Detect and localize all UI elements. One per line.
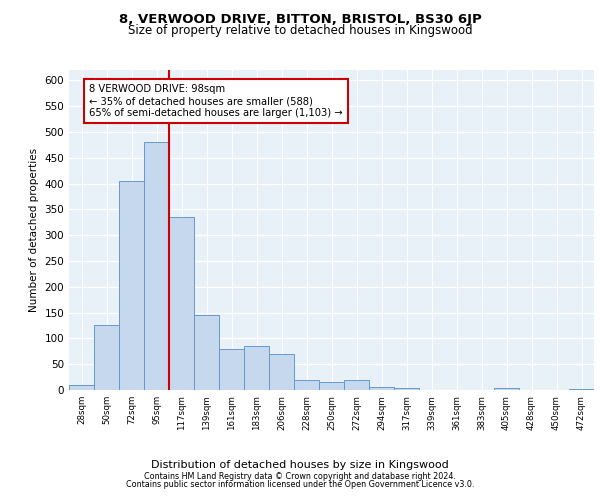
Bar [269, 354, 294, 390]
Bar [94, 326, 119, 390]
Bar [244, 346, 269, 390]
Text: 8, VERWOOD DRIVE, BITTON, BRISTOL, BS30 6JP: 8, VERWOOD DRIVE, BITTON, BRISTOL, BS30 … [119, 12, 481, 26]
Bar [294, 380, 319, 390]
Bar [144, 142, 169, 390]
Text: Size of property relative to detached houses in Kingswood: Size of property relative to detached ho… [128, 24, 472, 37]
Bar [319, 382, 344, 390]
Bar [344, 380, 369, 390]
Text: Contains HM Land Registry data © Crown copyright and database right 2024.: Contains HM Land Registry data © Crown c… [144, 472, 456, 481]
Text: Distribution of detached houses by size in Kingswood: Distribution of detached houses by size … [151, 460, 449, 470]
Text: Contains public sector information licensed under the Open Government Licence v3: Contains public sector information licen… [126, 480, 474, 489]
Bar [194, 315, 219, 390]
Bar [394, 388, 419, 390]
Text: 8 VERWOOD DRIVE: 98sqm
← 35% of detached houses are smaller (588)
65% of semi-de: 8 VERWOOD DRIVE: 98sqm ← 35% of detached… [89, 84, 343, 117]
Bar [119, 181, 144, 390]
Bar [494, 388, 519, 390]
Y-axis label: Number of detached properties: Number of detached properties [29, 148, 39, 312]
Bar [219, 348, 244, 390]
Bar [369, 388, 394, 390]
Bar [69, 385, 94, 390]
Bar [569, 389, 594, 390]
Bar [169, 217, 194, 390]
